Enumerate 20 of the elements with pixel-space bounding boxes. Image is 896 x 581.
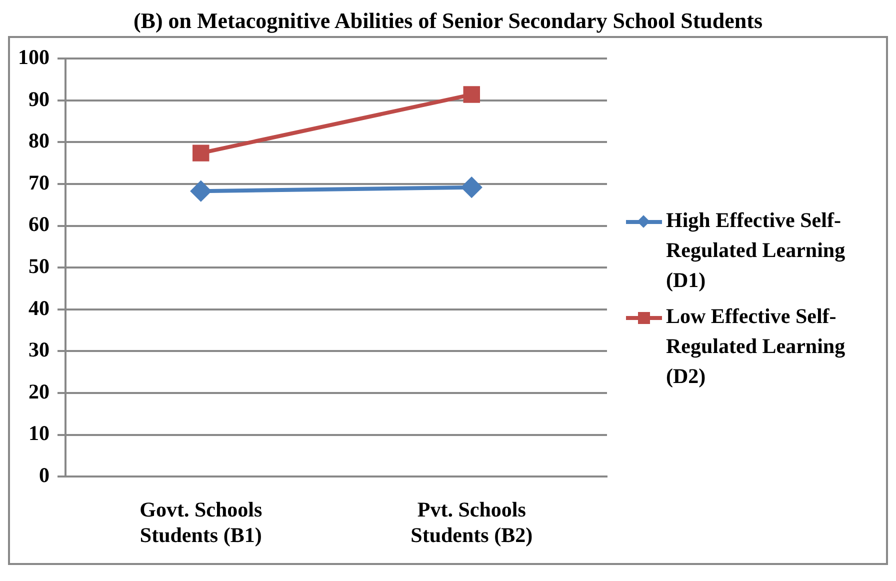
legend-label: Low Effective Self-Regulated Learning (D2) xyxy=(666,302,846,390)
y-tick-label: 90 xyxy=(28,86,50,111)
y-tick-label: 100 xyxy=(18,45,50,70)
x-tick-label: Govt. Schools Students (B1) xyxy=(140,498,262,547)
y-tick-label: 60 xyxy=(28,212,50,236)
legend-label: High Effective Self-Regulated Learning (D1) xyxy=(666,206,846,294)
point xyxy=(463,86,480,103)
y-tick-label: 80 xyxy=(28,128,50,153)
y-tick-label: 30 xyxy=(28,338,50,362)
point xyxy=(462,177,482,198)
x-tick-label: Pvt. Schools Students (B2) xyxy=(410,498,533,547)
chart-title: (B) on Metacognitive Abilities of Senior Secondary School Students xyxy=(132,8,764,34)
y-tick-label: 50 xyxy=(28,254,50,278)
y-tick-label: 0 xyxy=(39,463,50,488)
point xyxy=(190,181,211,202)
y-tick-label: 10 xyxy=(28,421,50,446)
point xyxy=(192,144,210,162)
y-tick-label: 20 xyxy=(28,379,50,404)
y-tick-label: 40 xyxy=(28,296,50,320)
y-tick-label: 70 xyxy=(28,170,50,194)
